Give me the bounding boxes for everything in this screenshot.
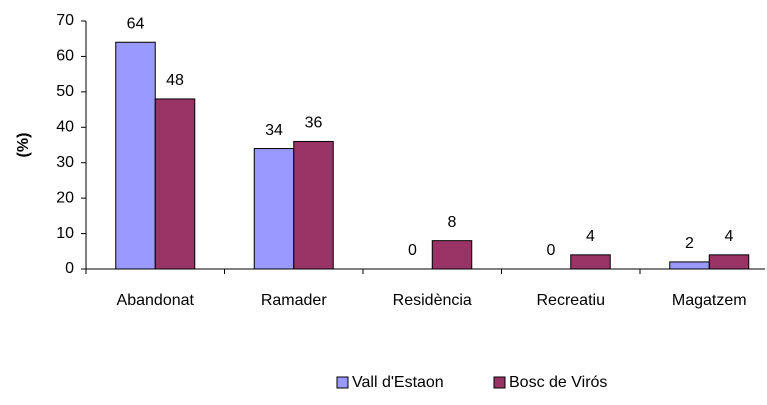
y-tick-label: 30 bbox=[56, 154, 74, 171]
y-tick-label: 40 bbox=[56, 119, 74, 136]
y-tick-label: 10 bbox=[56, 225, 74, 242]
y-tick-label: 20 bbox=[56, 189, 74, 206]
legend-swatch bbox=[493, 376, 506, 389]
data-label: 4 bbox=[725, 228, 734, 245]
legend-label: Vall d'Estaon bbox=[352, 374, 444, 391]
y-axis-label: (%) bbox=[15, 133, 32, 158]
legend-label: Bosc de Virós bbox=[509, 374, 607, 391]
bar bbox=[154, 98, 196, 270]
data-label: 4 bbox=[586, 228, 595, 245]
bar bbox=[708, 254, 750, 270]
x-tick-label: Recreatiu bbox=[537, 292, 605, 309]
y-tick-label: 70 bbox=[56, 12, 74, 29]
data-label: 2 bbox=[685, 235, 694, 252]
y-tick-label: 50 bbox=[56, 83, 74, 100]
x-tick-label: Residència bbox=[393, 292, 472, 309]
y-tick-label: 0 bbox=[65, 260, 74, 277]
x-tick-label: Abandonat bbox=[117, 292, 195, 309]
data-label: 0 bbox=[408, 242, 417, 259]
data-label: 48 bbox=[166, 72, 184, 89]
data-label: 0 bbox=[547, 242, 556, 259]
legend-swatch bbox=[336, 376, 349, 389]
x-tick-label: Ramader bbox=[261, 292, 327, 309]
bar bbox=[253, 148, 295, 270]
bar bbox=[293, 140, 334, 270]
bar bbox=[431, 240, 473, 270]
data-label: 64 bbox=[127, 15, 145, 32]
data-label: 34 bbox=[265, 122, 283, 139]
bar bbox=[570, 254, 611, 270]
bar bbox=[115, 41, 156, 270]
data-label: 36 bbox=[305, 115, 323, 132]
data-label: 8 bbox=[448, 214, 457, 231]
y-tick-label: 60 bbox=[56, 48, 74, 65]
bar bbox=[669, 261, 710, 270]
x-tick-label: Magatzem bbox=[672, 292, 747, 309]
